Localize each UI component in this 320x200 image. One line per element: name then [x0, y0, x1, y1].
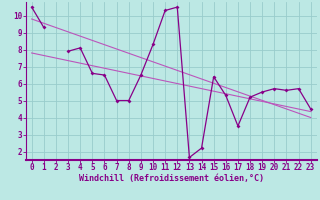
X-axis label: Windchill (Refroidissement éolien,°C): Windchill (Refroidissement éolien,°C) [79, 174, 264, 183]
